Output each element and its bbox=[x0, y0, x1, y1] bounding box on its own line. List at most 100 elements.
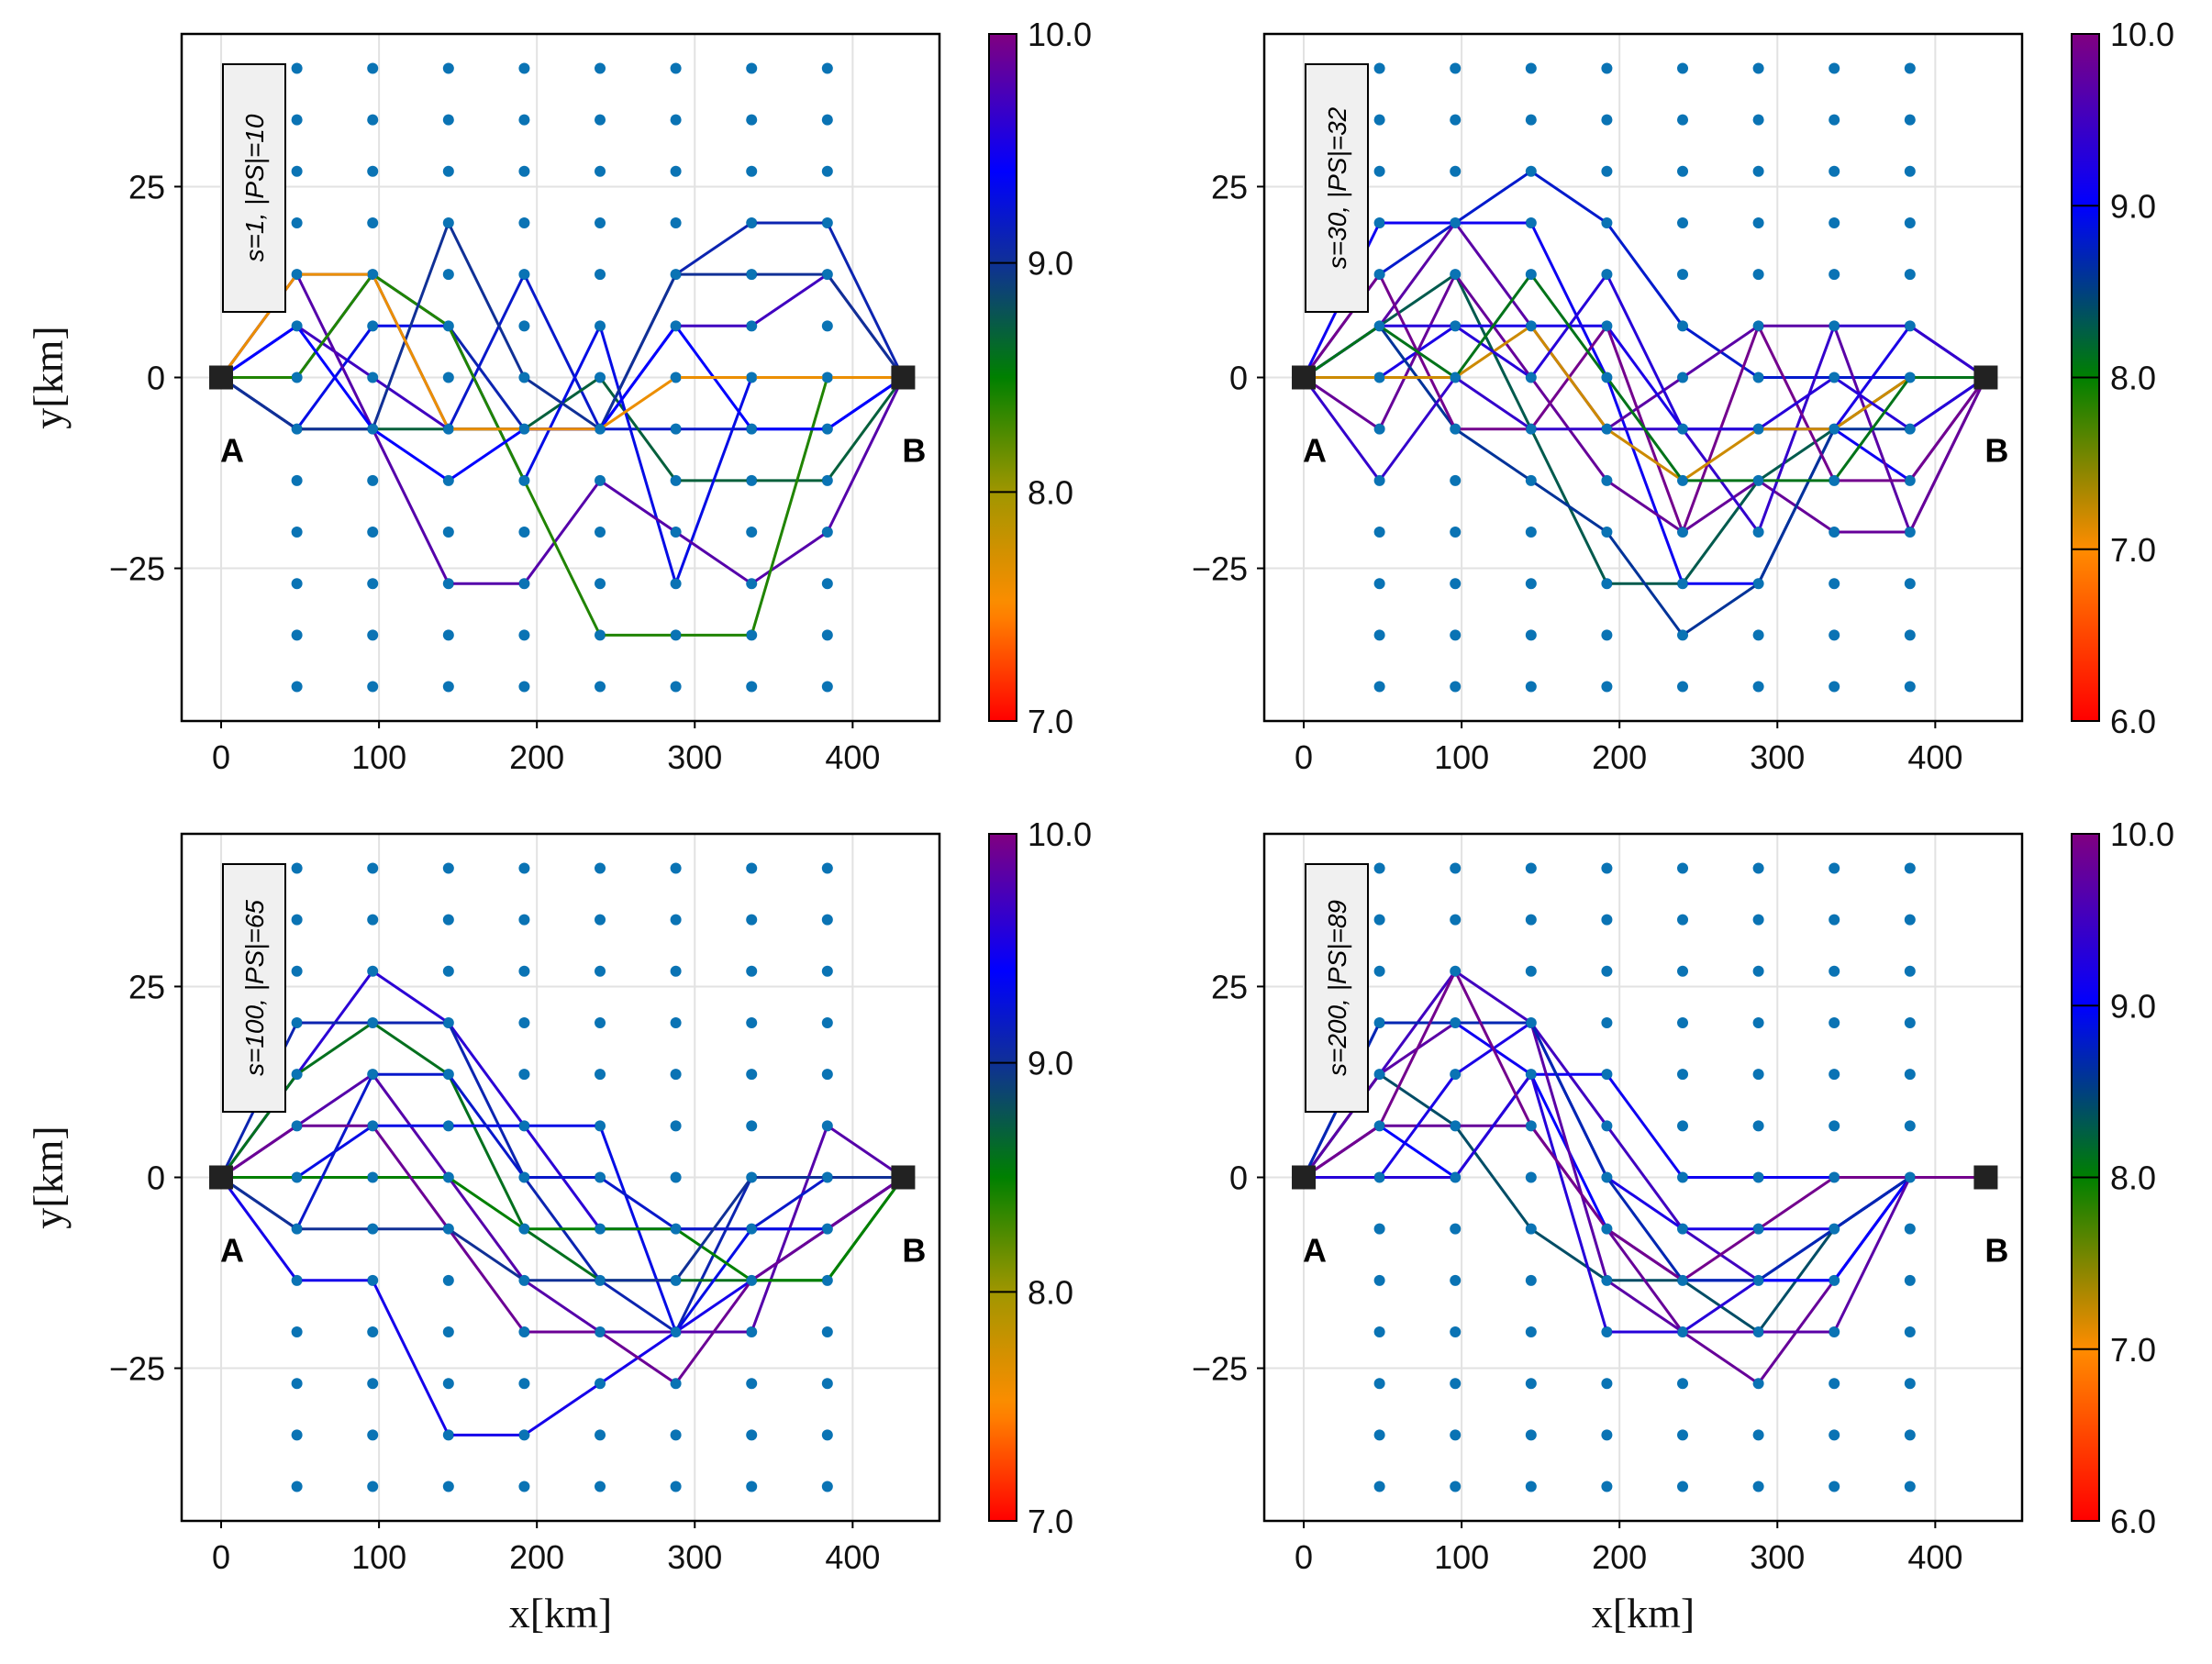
grid-point bbox=[595, 269, 606, 281]
grid-point bbox=[746, 862, 758, 874]
grid-point bbox=[442, 114, 454, 126]
route-vertex bbox=[671, 269, 682, 280]
grid-point bbox=[821, 1016, 833, 1028]
grid-point bbox=[821, 1326, 833, 1338]
route-vertex bbox=[746, 320, 757, 331]
grid-point bbox=[1904, 965, 1916, 977]
grid-point bbox=[1450, 1378, 1462, 1390]
route-vertex bbox=[1753, 1275, 1764, 1286]
route-vertex bbox=[1753, 1326, 1764, 1337]
panel-bottom-left: A Bs=100, |PS|=65 0 100 200 300 400 25 0 −25 y[km]… bbox=[25, 815, 1092, 1636]
route-vertex bbox=[292, 269, 303, 280]
grid-point bbox=[367, 862, 379, 874]
grid-point bbox=[1904, 1069, 1916, 1081]
route-vertex bbox=[367, 1120, 378, 1131]
route-vertex bbox=[1526, 372, 1537, 383]
grid-point bbox=[291, 965, 303, 977]
route-vertex bbox=[367, 966, 378, 977]
route-vertex bbox=[1601, 578, 1612, 589]
route-vertex bbox=[367, 269, 378, 280]
annotation-box bbox=[222, 863, 286, 1113]
grid-point bbox=[518, 862, 530, 874]
grid-point bbox=[1450, 578, 1462, 590]
grid-point bbox=[291, 629, 303, 641]
panel-top-right: A Bs=30, |PS|=32 0 100 200 300 400 25 0 −25 10.0 9.… bbox=[1192, 16, 2174, 776]
grid-point bbox=[1677, 1069, 1689, 1081]
route-vertex bbox=[518, 269, 529, 280]
route-vertex bbox=[671, 424, 682, 435]
grid-point bbox=[670, 1120, 682, 1132]
grid-point bbox=[442, 372, 454, 383]
grid-point bbox=[367, 629, 379, 641]
grid-point bbox=[670, 1069, 682, 1081]
route-vertex bbox=[1753, 1224, 1764, 1235]
route-vertex bbox=[1601, 475, 1612, 486]
grid-point bbox=[442, 62, 454, 74]
route-vertex bbox=[1450, 424, 1461, 435]
x-tick-label: 400 bbox=[1907, 1538, 1962, 1576]
grid-point bbox=[1373, 578, 1385, 590]
grid-point bbox=[1829, 114, 1840, 126]
colorbar-tick-label: 8.0 bbox=[1028, 473, 1073, 511]
grid-point bbox=[1829, 165, 1840, 177]
route-vertex bbox=[1601, 1326, 1612, 1337]
endpoint-B-label: B bbox=[902, 1232, 926, 1270]
colorbar-tick-label: 7.0 bbox=[2110, 531, 2156, 569]
grid-point bbox=[1829, 62, 1840, 74]
route-vertex bbox=[1753, 424, 1764, 435]
grid-point bbox=[670, 1429, 682, 1441]
route-vertex bbox=[1526, 166, 1537, 177]
grid-point bbox=[442, 914, 454, 926]
route-path-6 bbox=[219, 272, 905, 585]
grid-point bbox=[746, 1069, 758, 1081]
route-vertex bbox=[518, 1326, 529, 1337]
x-tick-label: 100 bbox=[1434, 738, 1489, 776]
grid-point bbox=[518, 216, 530, 228]
x-tick-label: 100 bbox=[351, 1538, 406, 1576]
route-vertex bbox=[1753, 320, 1764, 331]
route-vertex bbox=[518, 1120, 529, 1131]
x-axis-label: x[km] bbox=[509, 1590, 612, 1636]
grid-point bbox=[1677, 965, 1689, 977]
route-vertex bbox=[1905, 527, 1916, 538]
grid-point bbox=[1829, 578, 1840, 590]
route-vertex bbox=[595, 475, 606, 486]
route-vertex bbox=[1526, 1224, 1537, 1235]
grid-point bbox=[1904, 1481, 1916, 1492]
grid-point bbox=[821, 862, 833, 874]
annotation-box bbox=[1305, 863, 1369, 1113]
grid-point bbox=[1904, 578, 1916, 590]
route-vertex bbox=[1374, 1172, 1385, 1182]
route-vertex bbox=[1374, 475, 1385, 486]
grid-point bbox=[1904, 1274, 1916, 1286]
grid-point bbox=[291, 578, 303, 590]
grid-point bbox=[442, 527, 454, 538]
annotation-label: s=1, |PS|=10 bbox=[240, 114, 269, 261]
y-axis-label: y[km] bbox=[25, 1126, 72, 1228]
route-vertex bbox=[1526, 1069, 1537, 1080]
grid-point bbox=[821, 681, 833, 693]
grid-point bbox=[746, 114, 758, 126]
grid-point bbox=[1904, 1326, 1916, 1338]
grid-point bbox=[670, 965, 682, 977]
route-vertex bbox=[443, 424, 454, 435]
grid-point bbox=[1450, 165, 1462, 177]
grid-point bbox=[1525, 1171, 1537, 1183]
colorbar-tick-label: 6.0 bbox=[2110, 1503, 2156, 1540]
endpoint-A-label: A bbox=[220, 1232, 244, 1270]
grid-point bbox=[518, 1069, 530, 1081]
y-tick-label: −25 bbox=[109, 550, 165, 588]
grid-point bbox=[1601, 862, 1613, 874]
route-path-9 bbox=[220, 1124, 905, 1385]
colorbar-tick-label: 10.0 bbox=[1028, 815, 1092, 853]
grid-point bbox=[1904, 681, 1916, 693]
grid-point bbox=[1677, 1378, 1689, 1390]
grid-point bbox=[291, 527, 303, 538]
grid-point bbox=[1752, 629, 1764, 641]
x-tick-label: 200 bbox=[509, 1538, 564, 1576]
grid-point bbox=[1752, 269, 1764, 281]
route-vertex bbox=[1753, 1172, 1764, 1182]
grid-point bbox=[670, 862, 682, 874]
grid-point bbox=[595, 914, 606, 926]
grid-point bbox=[1677, 681, 1689, 693]
